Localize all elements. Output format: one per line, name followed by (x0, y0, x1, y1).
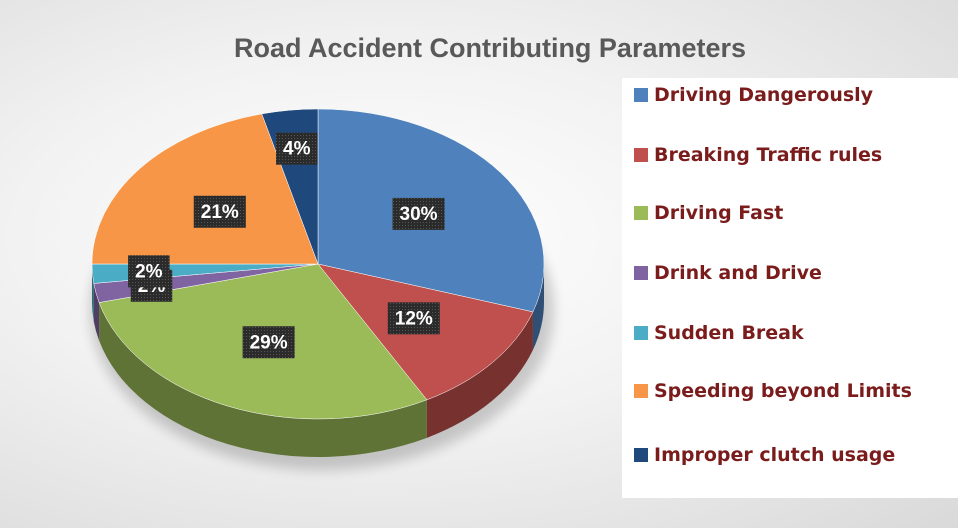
legend-label: Driving Fast (654, 202, 784, 224)
pie-sides (92, 264, 544, 457)
legend-item: Breaking Traffic rules (634, 144, 882, 166)
legend-swatch (634, 384, 648, 398)
data-label-box (392, 197, 445, 230)
legend-swatch (634, 206, 648, 220)
slice-side (93, 283, 100, 341)
data-label: 29% (250, 332, 288, 353)
legend-swatch (634, 448, 648, 462)
legend-item: Sudden Break (634, 322, 804, 344)
data-label-box (128, 255, 170, 288)
data-label-box (242, 326, 295, 359)
legend-label: Speeding beyond Limits (654, 380, 912, 402)
data-label-box (387, 302, 440, 335)
data-label-box (193, 195, 246, 228)
slice-side (426, 311, 533, 438)
data-label: 12% (395, 308, 433, 329)
legend-item: Drink and Drive (634, 262, 822, 284)
data-label: 30% (400, 204, 438, 225)
slice-side (532, 264, 544, 350)
legend-label: Sudden Break (654, 322, 804, 344)
legend-swatch (634, 266, 648, 280)
slice-side (99, 302, 427, 457)
data-label: 21% (201, 202, 239, 223)
legend: Driving Dangerously Breaking Traffic rule… (622, 78, 958, 498)
legend-item: Speeding beyond Limits (634, 380, 912, 402)
data-label: 2% (135, 261, 163, 282)
legend-label: Breaking Traffic rules (654, 144, 883, 166)
legend-swatch (634, 326, 648, 340)
legend-item: Driving Fast (634, 202, 783, 224)
slice-side (92, 264, 94, 322)
legend-item: Improper clutch usage (634, 444, 895, 466)
data-label: 4% (283, 139, 311, 160)
data-labels: 30%12%29%2%2%21%4% (128, 132, 445, 359)
chart-title: Road Accident Contributing Parameters (234, 33, 746, 63)
data-label-box (276, 132, 318, 165)
legend-label: Improper clutch usage (654, 444, 896, 466)
slice (91, 113, 319, 265)
legend-item: Driving Dangerously (634, 84, 873, 106)
legend-swatch (634, 148, 648, 162)
legend-label: Drink and Drive (654, 262, 822, 284)
legend-label: Driving Dangerously (654, 84, 874, 106)
legend-swatch (634, 88, 648, 102)
